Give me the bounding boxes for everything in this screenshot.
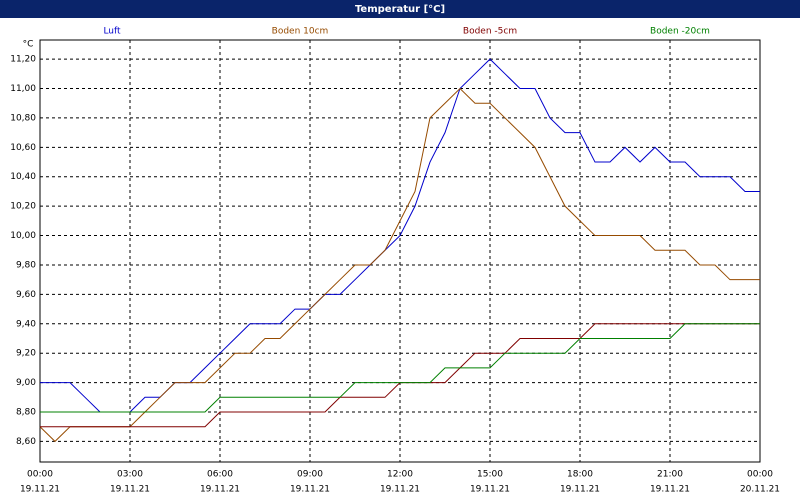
x-tick-date: 19.11.21 — [20, 485, 60, 495]
series-line — [40, 323, 760, 413]
y-tick-label: 9,20 — [16, 349, 36, 359]
x-tick-date: 19.11.21 — [380, 485, 420, 495]
x-tick-label: 00:00 — [27, 470, 53, 480]
y-tick-label: 10,20 — [10, 202, 36, 212]
chart-title: Temperatur [°C] — [355, 4, 445, 15]
y-tick-label: 10,80 — [10, 113, 36, 123]
x-tick-label: 15:00 — [477, 470, 503, 480]
y-tick-label: 9,60 — [16, 290, 36, 300]
x-tick-date: 20.11.21 — [740, 485, 780, 495]
x-tick-date: 19.11.21 — [200, 485, 240, 495]
y-tick-label: 9,40 — [16, 319, 36, 329]
x-tick-label: 06:00 — [207, 470, 233, 480]
series-line — [39, 87, 760, 443]
x-tick-label: 09:00 — [297, 470, 323, 480]
y-tick-label: 10,00 — [10, 231, 36, 241]
x-tick-date: 19.11.21 — [290, 485, 330, 495]
legend-entry: Boden -5cm — [463, 27, 517, 37]
title-bar — [0, 0, 800, 18]
x-tick-label: 00:00 — [747, 470, 773, 480]
x-tick-date: 19.11.21 — [470, 485, 510, 495]
x-tick-label: 18:00 — [567, 470, 593, 480]
legend-entry: Luft — [103, 27, 121, 37]
x-tick-label: 21:00 — [657, 470, 683, 480]
legend-entry: Boden -20cm — [650, 27, 710, 37]
y-tick-label: 11,20 — [10, 55, 36, 65]
y-tick-label: 9,80 — [16, 260, 36, 270]
x-tick-label: 03:00 — [117, 470, 143, 480]
y-tick-label: 11,00 — [10, 84, 36, 94]
x-tick-date: 19.11.21 — [650, 485, 690, 495]
y-tick-label: 9,00 — [16, 378, 36, 388]
y-tick-label: 10,60 — [10, 143, 36, 153]
y-tick-label: 8,60 — [16, 437, 36, 447]
x-tick-label: 12:00 — [387, 470, 413, 480]
x-tick-date: 19.11.21 — [560, 485, 600, 495]
legend-entry: Boden 10cm — [272, 27, 329, 37]
x-tick-date: 19.11.21 — [110, 485, 150, 495]
y-tick-label: 10,40 — [10, 172, 36, 182]
y-tick-label: 8,80 — [16, 408, 36, 418]
y-unit: °C — [23, 40, 34, 50]
